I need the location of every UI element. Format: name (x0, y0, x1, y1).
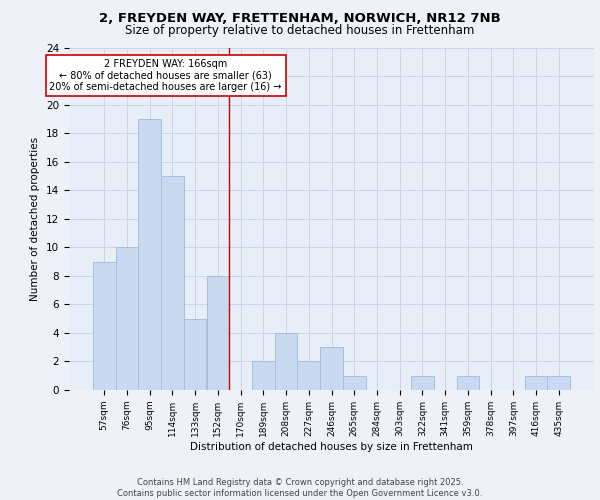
Bar (275, 333, 298, 390)
Bar (161, 176, 184, 390)
Bar (411, 376, 434, 390)
Text: 2, FREYDEN WAY, FRETTENHAM, NORWICH, NR12 7NB: 2, FREYDEN WAY, FRETTENHAM, NORWICH, NR1… (99, 12, 501, 26)
Bar (184, 318, 206, 390)
Bar (343, 376, 365, 390)
Bar (320, 347, 343, 390)
Bar (524, 376, 547, 390)
Bar (547, 376, 570, 390)
Bar (139, 119, 161, 390)
Bar (206, 276, 229, 390)
Bar (116, 248, 139, 390)
Text: 2 FREYDEN WAY: 166sqm
← 80% of detached houses are smaller (63)
20% of semi-deta: 2 FREYDEN WAY: 166sqm ← 80% of detached … (49, 59, 282, 92)
Bar (93, 262, 116, 390)
Y-axis label: Number of detached properties: Number of detached properties (31, 136, 40, 301)
Bar (457, 376, 479, 390)
Text: Contains HM Land Registry data © Crown copyright and database right 2025.
Contai: Contains HM Land Registry data © Crown c… (118, 478, 482, 498)
Bar (298, 362, 320, 390)
Bar (252, 362, 275, 390)
X-axis label: Distribution of detached houses by size in Frettenham: Distribution of detached houses by size … (190, 442, 473, 452)
Text: Size of property relative to detached houses in Frettenham: Size of property relative to detached ho… (125, 24, 475, 37)
